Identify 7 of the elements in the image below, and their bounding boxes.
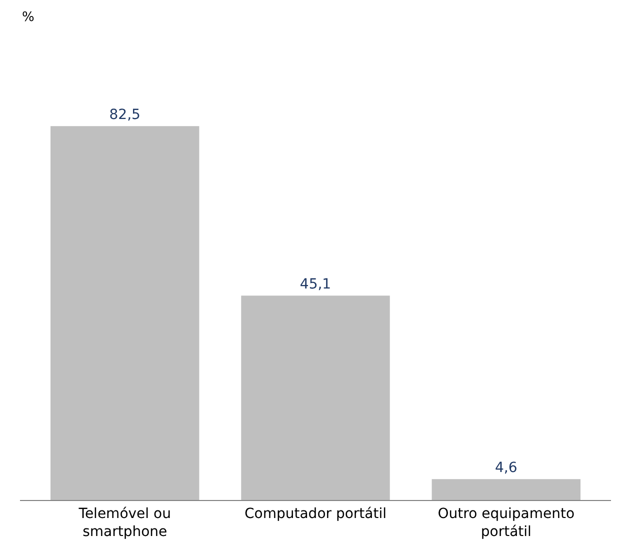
x-tick-label: Computador portátil: [244, 506, 387, 522]
data-label: 45,1: [300, 276, 332, 293]
x-tick-label: Outro equipamento portátil: [438, 506, 575, 540]
data-label: 82,5: [109, 107, 140, 124]
x-tick-label: Telemóvel ou smartphone: [78, 506, 171, 540]
data-label: 4,6: [494, 460, 518, 476]
text: %: [22, 10, 34, 25]
